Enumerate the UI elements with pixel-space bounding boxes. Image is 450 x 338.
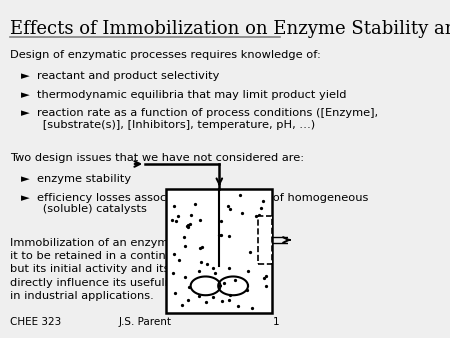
Point — [246, 249, 253, 255]
Point — [186, 222, 193, 227]
Point — [225, 203, 232, 209]
Point — [202, 299, 210, 305]
Point — [196, 217, 203, 222]
Point — [180, 234, 187, 240]
Point — [184, 297, 192, 303]
Text: ►  efficiency losses associated with the use of homogeneous
      (soluble) cata: ► efficiency losses associated with the … — [22, 193, 369, 214]
Point — [185, 285, 193, 290]
Point — [256, 247, 264, 253]
Point — [262, 217, 269, 222]
Point — [176, 257, 183, 262]
Point — [184, 222, 192, 227]
Point — [172, 218, 180, 223]
Point — [226, 293, 234, 298]
Point — [203, 261, 211, 267]
Point — [217, 233, 225, 238]
Point — [175, 213, 182, 219]
Point — [178, 303, 185, 308]
Point — [168, 217, 176, 222]
Point — [218, 219, 225, 224]
Point — [243, 288, 250, 293]
Point — [172, 290, 179, 295]
Point — [227, 206, 234, 212]
Point — [257, 206, 265, 211]
Point — [183, 224, 190, 229]
Point — [260, 241, 267, 247]
Point — [234, 304, 241, 309]
Point — [236, 192, 243, 197]
Point — [215, 233, 222, 238]
Point — [225, 265, 233, 270]
Point — [192, 201, 199, 207]
Text: ►  thermodynamic equilibria that may limit product yield: ► thermodynamic equilibria that may limi… — [22, 90, 347, 100]
Point — [259, 199, 266, 204]
Point — [198, 244, 206, 249]
Text: CHEE 323: CHEE 323 — [10, 317, 61, 327]
Point — [244, 269, 251, 274]
Point — [171, 252, 178, 257]
Text: Immobilization of an enzyme allows
it to be retained in a continuous reactor,
bu: Immobilization of an enzyme allows it to… — [10, 238, 241, 301]
Point — [218, 298, 225, 303]
Point — [182, 274, 189, 279]
Point — [196, 246, 203, 251]
Text: Two design issues that we have not considered are:: Two design issues that we have not consi… — [10, 153, 304, 163]
Point — [184, 224, 191, 230]
Point — [249, 306, 256, 311]
Point — [171, 203, 178, 208]
Point — [210, 294, 217, 299]
Point — [182, 243, 189, 249]
Point — [239, 210, 246, 216]
Point — [232, 277, 239, 283]
Bar — [166, 189, 272, 313]
Text: ►  reactant and product selectivity: ► reactant and product selectivity — [22, 71, 220, 81]
Point — [261, 275, 268, 280]
Text: 1: 1 — [273, 317, 279, 327]
Text: J.S. Parent: J.S. Parent — [118, 317, 171, 327]
Point — [195, 268, 203, 273]
Bar — [258, 216, 272, 264]
Point — [187, 212, 194, 217]
Text: Effects of Immobilization on Enzyme Stability and Use: Effects of Immobilization on Enzyme Stab… — [10, 20, 450, 38]
Point — [262, 273, 270, 278]
Text: ►  enzyme stability: ► enzyme stability — [22, 174, 131, 184]
Point — [225, 233, 233, 238]
Point — [226, 298, 233, 303]
Point — [209, 265, 216, 270]
Point — [197, 259, 204, 264]
Text: ►  reaction rate as a function of process conditions ([Enzyme],
      [substrate: ► reaction rate as a function of process… — [22, 108, 378, 129]
Point — [262, 283, 270, 289]
Text: Design of enzymatic processes requires knowledge of:: Design of enzymatic processes requires k… — [10, 50, 321, 60]
Point — [220, 280, 228, 285]
Point — [255, 213, 262, 218]
Point — [195, 293, 202, 298]
Point — [212, 270, 219, 276]
Point — [170, 270, 177, 275]
Point — [252, 213, 259, 219]
